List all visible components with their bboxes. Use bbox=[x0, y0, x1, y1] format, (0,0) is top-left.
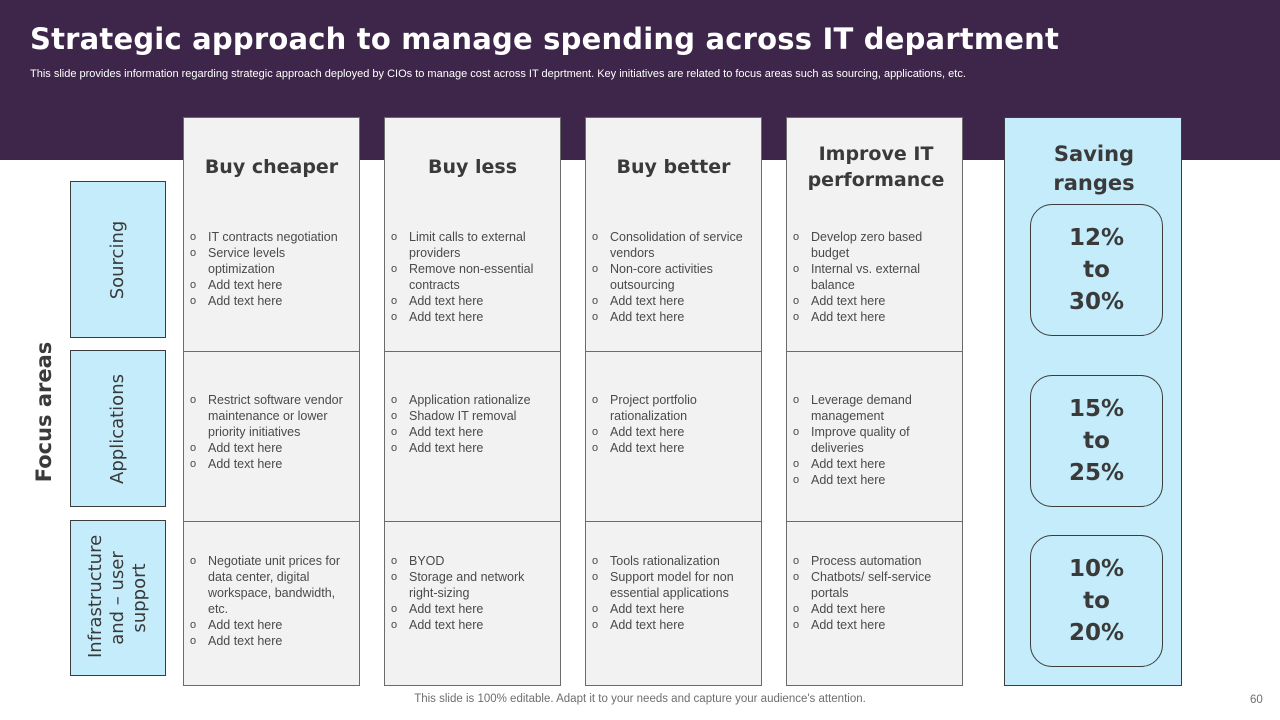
cell-list: Develop zero based budget Internal vs. e… bbox=[793, 229, 957, 325]
list-item: Restrict software vendor maintenance or … bbox=[190, 392, 354, 440]
list-item: Remove non-essential contracts bbox=[391, 261, 555, 293]
list-item: Add text here bbox=[190, 440, 354, 456]
range-high: 30% bbox=[1068, 289, 1125, 315]
focus-area-label: Sourcing bbox=[107, 220, 128, 299]
page-title: Strategic approach to manage spending ac… bbox=[30, 22, 1060, 56]
cell-list: Project portfolio rationalization Add te… bbox=[592, 392, 756, 456]
list-item: Internal vs. external balance bbox=[793, 261, 957, 293]
cell-list: Tools rationalization Support model for … bbox=[592, 553, 756, 633]
list-item: Add text here bbox=[391, 617, 555, 633]
list-item: Add text here bbox=[793, 617, 957, 633]
page-subtitle: This slide provides information regardin… bbox=[30, 68, 966, 80]
list-item: Add text here bbox=[592, 440, 756, 456]
row-divider bbox=[586, 521, 761, 522]
row-divider bbox=[385, 351, 560, 352]
list-item: Add text here bbox=[190, 633, 354, 649]
list-item: Add text here bbox=[391, 293, 555, 309]
saving-ranges-heading: Saving ranges bbox=[1053, 142, 1135, 195]
range-low: 12% bbox=[1068, 225, 1125, 251]
column-heading: Buy less bbox=[427, 156, 518, 178]
list-item: BYOD bbox=[391, 553, 555, 569]
list-item: Add text here bbox=[190, 293, 354, 309]
list-item: Improve quality of deliveries bbox=[793, 424, 957, 456]
saving-range-sourcing: 12% to 30% bbox=[1030, 204, 1163, 336]
list-item: Consolidation of service vendors bbox=[592, 229, 756, 261]
list-item: Add text here bbox=[190, 617, 354, 633]
row-divider bbox=[184, 521, 359, 522]
list-item: Add text here bbox=[391, 601, 555, 617]
list-item: Add text here bbox=[391, 440, 555, 456]
focus-area-applications: Applications bbox=[70, 350, 166, 507]
focus-area-label: Applications bbox=[107, 373, 128, 484]
list-item: Add text here bbox=[190, 456, 354, 472]
column-buy-cheaper: Buy cheaper IT contracts negotiation Ser… bbox=[183, 117, 360, 686]
list-item: Add text here bbox=[391, 424, 555, 440]
range-to: to bbox=[1083, 257, 1110, 283]
list-item: Chatbots/ self-service portals bbox=[793, 569, 957, 601]
list-item: Limit calls to external providers bbox=[391, 229, 555, 261]
column-improve-it-performance: Improve IT performance Develop zero base… bbox=[786, 117, 963, 686]
list-item: Add text here bbox=[592, 617, 756, 633]
saving-range-applications: 15% to 25% bbox=[1030, 375, 1163, 507]
list-item: Add text here bbox=[592, 309, 756, 325]
cell-list: Restrict software vendor maintenance or … bbox=[190, 392, 354, 472]
column-buy-better: Buy better Consolidation of service vend… bbox=[585, 117, 762, 686]
row-divider bbox=[385, 521, 560, 522]
focus-areas-label: Focus areas bbox=[32, 341, 56, 483]
list-item: Add text here bbox=[793, 472, 957, 488]
list-item: Add text here bbox=[190, 277, 354, 293]
row-divider bbox=[787, 351, 962, 352]
cell-list: BYOD Storage and network right-sizing Ad… bbox=[391, 553, 555, 633]
range-high: 20% bbox=[1068, 620, 1125, 646]
focus-area-label: Infrastructure and – user support bbox=[85, 534, 150, 658]
cell-list: Limit calls to external providers Remove… bbox=[391, 229, 555, 325]
row-divider bbox=[184, 351, 359, 352]
cell-list: Application rationalize Shadow IT remova… bbox=[391, 392, 555, 456]
saving-ranges-column: Saving ranges 12% to 30% 15% to 25% 10% … bbox=[1004, 117, 1182, 686]
footer-text: This slide is 100% editable. Adapt it to… bbox=[414, 693, 866, 705]
column-heading: Buy cheaper bbox=[204, 156, 339, 178]
focus-area-sourcing: Sourcing bbox=[70, 181, 166, 338]
list-item: Service levels optimization bbox=[190, 245, 354, 277]
list-item: Support model for non essential applicat… bbox=[592, 569, 756, 601]
list-item: Add text here bbox=[592, 424, 756, 440]
cell-list: Negotiate unit prices for data center, d… bbox=[190, 553, 354, 649]
list-item: Negotiate unit prices for data center, d… bbox=[190, 553, 354, 617]
column-buy-less: Buy less Limit calls to external provide… bbox=[384, 117, 561, 686]
cell-list: IT contracts negotiation Service levels … bbox=[190, 229, 354, 309]
column-heading: Buy better bbox=[616, 156, 731, 178]
list-item: Add text here bbox=[391, 309, 555, 325]
list-item: Add text here bbox=[592, 293, 756, 309]
list-item: Add text here bbox=[793, 601, 957, 617]
row-divider bbox=[787, 521, 962, 522]
column-heading: Improve IT performance bbox=[807, 143, 945, 191]
list-item: Project portfolio rationalization bbox=[592, 392, 756, 424]
focus-area-infrastructure: Infrastructure and – user support bbox=[70, 520, 166, 676]
list-item: Develop zero based budget bbox=[793, 229, 957, 261]
footer-note: This slide is 100% editable. Adapt it to… bbox=[0, 693, 1280, 705]
row-divider bbox=[586, 351, 761, 352]
cell-list: Leverage demand management Improve quali… bbox=[793, 392, 957, 488]
range-low: 10% bbox=[1068, 556, 1125, 582]
range-low: 15% bbox=[1068, 396, 1125, 422]
list-item: Add text here bbox=[592, 601, 756, 617]
list-item: Add text here bbox=[793, 293, 957, 309]
list-item: Add text here bbox=[793, 456, 957, 472]
list-item: Process automation bbox=[793, 553, 957, 569]
list-item: Shadow IT removal bbox=[391, 408, 555, 424]
cell-list: Process automation Chatbots/ self-servic… bbox=[793, 553, 957, 633]
list-item: Tools rationalization bbox=[592, 553, 756, 569]
range-high: 25% bbox=[1068, 460, 1125, 486]
list-item: Application rationalize bbox=[391, 392, 555, 408]
range-to: to bbox=[1083, 588, 1110, 614]
cell-list: Consolidation of service vendors Non-cor… bbox=[592, 229, 756, 325]
saving-range-infrastructure: 10% to 20% bbox=[1030, 535, 1163, 667]
list-item: Leverage demand management bbox=[793, 392, 957, 424]
list-item: Storage and network right-sizing bbox=[391, 569, 555, 601]
list-item: Non-core activities outsourcing bbox=[592, 261, 756, 293]
list-item: Add text here bbox=[793, 309, 957, 325]
range-to: to bbox=[1083, 428, 1110, 454]
page-number: 60 bbox=[1250, 694, 1263, 706]
list-item: IT contracts negotiation bbox=[190, 229, 354, 245]
